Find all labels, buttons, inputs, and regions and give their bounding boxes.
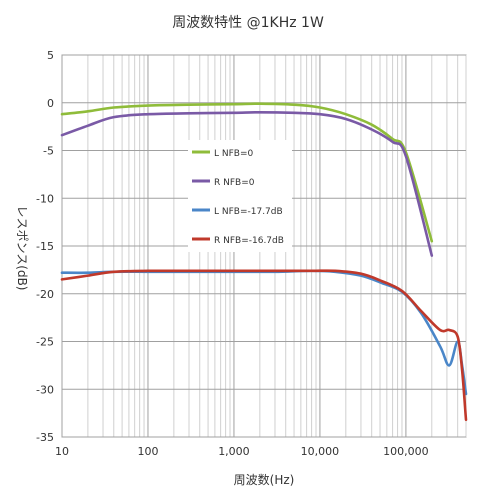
series-line-1 bbox=[60, 102, 434, 243]
y-tick-label: -35 bbox=[36, 431, 54, 444]
y-axis-label: レスポンス(dB) bbox=[15, 206, 29, 291]
y-tick-label: -20 bbox=[36, 288, 54, 301]
x-axis-label: 周波数(Hz) bbox=[234, 472, 295, 487]
x-tick-label: 100,000 bbox=[383, 445, 429, 458]
chart-title: 周波数特性 @1KHz 1W bbox=[172, 15, 324, 31]
legend-label: R NFB=-16.7dB bbox=[214, 236, 284, 246]
y-tick-label: -15 bbox=[36, 240, 54, 253]
x-tick-label: 10,000 bbox=[301, 445, 340, 458]
x-tick-label: 1,000 bbox=[218, 445, 250, 458]
legend-label: L NFB=0 bbox=[214, 149, 253, 159]
legend-label: L NFB=-17.7dB bbox=[214, 207, 283, 217]
y-tick-label: 0 bbox=[47, 97, 54, 110]
y-tick-label: -10 bbox=[36, 192, 54, 205]
x-tick-label: 100 bbox=[137, 445, 158, 458]
legend-box bbox=[188, 140, 292, 252]
y-tick-label: 5 bbox=[47, 49, 54, 62]
series-line-2 bbox=[60, 111, 434, 257]
y-tick-label: -25 bbox=[36, 336, 54, 349]
series-line-4 bbox=[60, 269, 468, 422]
legend-label: R NFB=0 bbox=[214, 178, 255, 188]
y-tick-label: -30 bbox=[36, 383, 54, 396]
x-tick-label: 10 bbox=[55, 445, 69, 458]
y-tick-label: -5 bbox=[43, 145, 54, 158]
